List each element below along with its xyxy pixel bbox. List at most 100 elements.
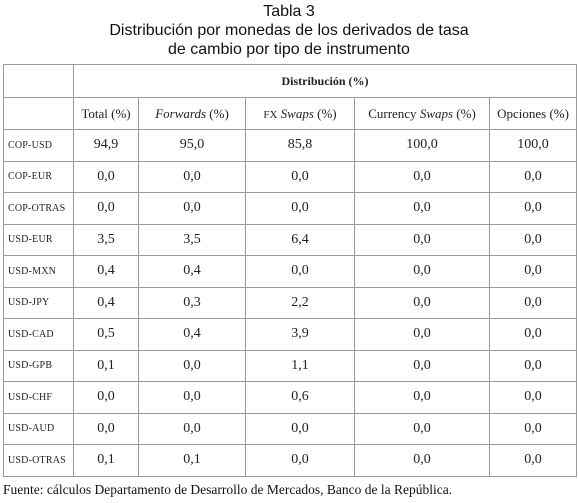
table-row: COP-EUR 0,0 0,0 0,0 0,0 0,0	[3, 160, 578, 193]
table-cell: 0,0	[138, 349, 246, 382]
column-header-part: Swaps	[419, 105, 454, 121]
table-cell: 0,0	[488, 255, 578, 288]
table-cell: 6,4	[245, 223, 355, 256]
table-cell: 85,8	[245, 129, 355, 162]
table-cell: 0,0	[354, 318, 490, 351]
table-cell: 0,0	[488, 192, 578, 225]
table-row: USD-MXN 0,4 0,4 0,0 0,0 0,0	[3, 255, 578, 288]
table-cell: 0,0	[73, 160, 139, 193]
column-header-part: Swaps	[277, 105, 314, 121]
row-label: COP-OTRAS	[3, 192, 74, 225]
column-header-part: Forwards	[155, 105, 207, 121]
table-cell: 3,5	[73, 223, 139, 256]
table-cell: 0,0	[354, 223, 490, 256]
table-row: USD-CHF 0,0 0,0 0,6 0,0 0,0	[3, 381, 578, 414]
table-cell: 0,0	[354, 192, 490, 225]
table-row: USD-OTRAS 0,1 0,1 0,0 0,0 0,0	[3, 444, 578, 477]
table-cell: 0,0	[73, 412, 139, 445]
table-head: Distribución (%) Total (%) Forwards (%) FX…	[3, 64, 578, 130]
table-cell: 0,0	[488, 349, 578, 382]
table-cell: 0,0	[138, 160, 246, 193]
table-cell: 0,5	[73, 318, 139, 351]
table-cell: 0,0	[73, 381, 139, 414]
title: Tabla 3 Distribución por monedas de los d…	[0, 2, 578, 59]
empty-corner	[3, 64, 74, 98]
table-cell: 0,0	[354, 412, 490, 445]
table-row: USD-EUR 3,5 3,5 6,4 0,0 0,0	[3, 223, 578, 256]
column-header-part: Currency	[368, 105, 420, 121]
column-header-part: (%)	[206, 105, 229, 121]
group-header: Distribución (%)	[72, 64, 578, 98]
table-cell: 100,0	[488, 129, 578, 162]
table-cell: 0,4	[73, 255, 139, 288]
table: Distribución (%) Total (%) Forwards (%) FX…	[3, 64, 578, 477]
table-cell: 0,0	[354, 255, 490, 288]
table-cell: 0,4	[138, 255, 246, 288]
table-cell: 100,0	[354, 129, 490, 162]
row-label: USD-EUR	[3, 223, 74, 256]
column-header-part: Total (%)	[81, 105, 131, 121]
table-cell: 0,0	[488, 223, 578, 256]
table-cell: 95,0	[138, 129, 246, 162]
row-label: USD-CAD	[3, 318, 74, 351]
column-header: Forwards (%)	[138, 97, 246, 130]
row-label: COP-USD	[3, 129, 74, 162]
title-line: Tabla 3	[263, 3, 315, 20]
row-label: USD-JPY	[3, 286, 74, 319]
table-cell: 0,0	[73, 192, 139, 225]
table-cell: 94,9	[73, 129, 139, 162]
table-cell: 0,4	[138, 318, 246, 351]
row-label: USD-OTRAS	[3, 444, 74, 477]
table-body: COP-USD 94,9 95,0 85,8 100,0 100,0 COP-EUR 0,0 0…	[3, 129, 578, 477]
column-header: Opciones (%)	[488, 97, 578, 130]
column-header: Currency Swaps (%)	[354, 97, 490, 130]
table-cell: 0,1	[138, 444, 246, 477]
table-cell: 0,0	[138, 381, 246, 414]
table-cell: 3,5	[138, 223, 246, 256]
table-cell: 0,1	[73, 444, 139, 477]
column-header-part: Opciones (%)	[497, 105, 569, 121]
table-cell: 1,1	[245, 349, 355, 382]
table-cell: 0,3	[138, 286, 246, 319]
column-header-part: (%)	[453, 105, 476, 121]
column-header: FX Swaps (%)	[245, 97, 355, 130]
table-row: USD-JPY 0,4 0,3 2,2 0,0 0,0	[3, 286, 578, 319]
table-row: COP-OTRAS 0,0 0,0 0,0 0,0 0,0	[3, 192, 578, 225]
table-cell: 0,0	[245, 255, 355, 288]
table-cell: 0,0	[488, 160, 578, 193]
row-label: USD-CHF	[3, 381, 74, 414]
table-cell: 0,1	[73, 349, 139, 382]
column-header-row: Total (%) Forwards (%) FX Swaps (%) Currenc…	[3, 97, 578, 130]
row-label: USD-GPB	[3, 349, 74, 382]
table-cell: 0,4	[73, 286, 139, 319]
table-row: USD-AUD 0,0 0,0 0,0 0,0 0,0	[3, 412, 578, 445]
table-cell: 0,0	[488, 412, 578, 445]
table-cell: 0,0	[245, 412, 355, 445]
table-cell: 0,0	[488, 286, 578, 319]
table-cell: 0,0	[138, 192, 246, 225]
table-cell: 0,0	[354, 381, 490, 414]
table-cell: 0,0	[245, 192, 355, 225]
table-cell: 0,0	[354, 286, 490, 319]
row-label: COP-EUR	[3, 160, 74, 193]
empty-corner	[3, 97, 74, 130]
title-line: de cambio por tipo de instrumento	[168, 41, 410, 58]
table-cell: 0,0	[354, 349, 490, 382]
row-label: USD-MXN	[3, 255, 74, 288]
row-label: USD-AUD	[3, 412, 74, 445]
table-cell: 0,0	[488, 444, 578, 477]
table-row: USD-GPB 0,1 0,0 1,1 0,0 0,0	[3, 349, 578, 382]
table-cell: 2,2	[245, 286, 355, 319]
column-header-part: (%)	[313, 105, 337, 121]
table-row: COP-USD 94,9 95,0 85,8 100,0 100,0	[3, 129, 578, 162]
table-cell: 3,9	[245, 318, 355, 351]
table-cell: 0,0	[245, 444, 355, 477]
source-note: Fuente: cálculos Departamento de Desarro…	[3, 482, 453, 497]
table-cell: 0,0	[488, 381, 578, 414]
table-cell: 0,0	[354, 160, 490, 193]
title-line: Distribución por monedas de los derivado…	[109, 22, 469, 39]
table-cell: 0,0	[138, 412, 246, 445]
table-cell: 0,0	[488, 318, 578, 351]
table-cell: 0,0	[245, 160, 355, 193]
